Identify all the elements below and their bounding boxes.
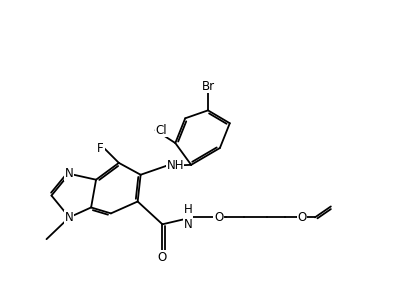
Text: N: N — [65, 211, 74, 224]
Text: NH: NH — [166, 159, 184, 172]
Text: O: O — [297, 211, 307, 224]
Text: Cl: Cl — [156, 124, 167, 137]
Text: H
N: H N — [183, 203, 192, 231]
Text: N: N — [65, 167, 74, 180]
Text: O: O — [214, 211, 223, 224]
Text: O: O — [158, 251, 167, 264]
Text: F: F — [97, 142, 104, 154]
Text: Br: Br — [201, 80, 215, 93]
